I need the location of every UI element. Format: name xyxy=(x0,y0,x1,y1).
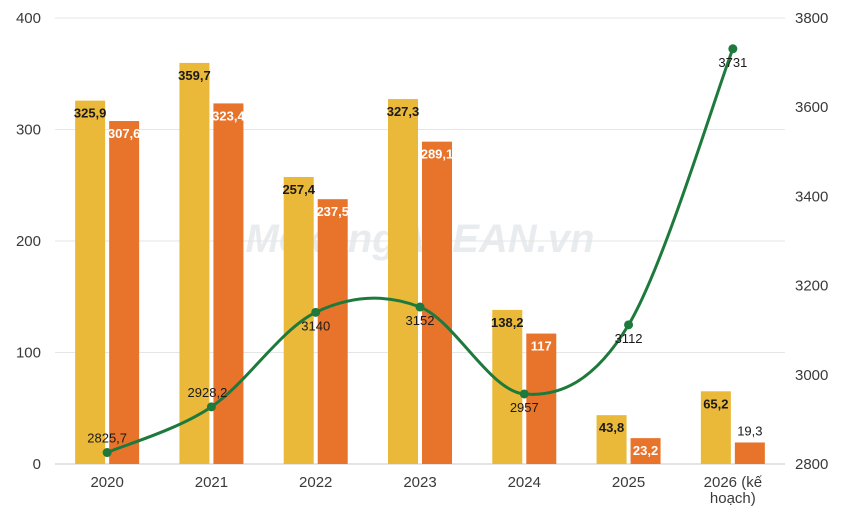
bar xyxy=(109,121,140,464)
bar-value-label: 327,3 xyxy=(387,104,420,119)
bar-value-label: 117 xyxy=(531,339,552,354)
y-left-tick-label: 300 xyxy=(16,122,41,139)
y-left-tick-label: 0 xyxy=(33,456,41,473)
bar-value-label: 257,4 xyxy=(282,182,315,197)
bar xyxy=(283,176,314,464)
line-point xyxy=(519,389,529,399)
line-series xyxy=(102,44,738,458)
line-point xyxy=(311,307,321,317)
line-value-label: 3140 xyxy=(301,318,330,333)
y-right-tick-label: 3600 xyxy=(795,99,828,116)
line-point xyxy=(624,320,634,330)
line-point xyxy=(728,44,738,54)
x-tick-label: hoạch) xyxy=(710,490,756,507)
x-tick-label: 2024 xyxy=(508,474,541,491)
x-tick-label: 2023 xyxy=(403,474,436,491)
bar-value-label: 359,7 xyxy=(178,68,211,83)
bar-value-label: 43,8 xyxy=(599,420,624,435)
bar-value-label: 65,2 xyxy=(703,396,728,411)
bars xyxy=(75,62,765,465)
line-value-label: 2825,7 xyxy=(87,431,127,446)
bar xyxy=(596,415,627,464)
bar xyxy=(526,333,557,464)
line-value-label: 3152 xyxy=(406,313,435,328)
y-right-tick-label: 3400 xyxy=(795,188,828,205)
axes: 0 100 200 300 400 2800 3000 3200 3400 3600 3800 202… xyxy=(16,10,828,507)
line-point xyxy=(415,302,425,312)
line-value-label: 3731 xyxy=(718,55,747,70)
grid-lines xyxy=(55,17,785,465)
data-labels: 325,9 359,7 257,4 327,3 138,2 43,8 65,2 307,6 32… xyxy=(74,55,763,458)
bar xyxy=(734,442,765,464)
bar-value-label: 19,3 xyxy=(737,423,762,438)
bar-value-label: 323,4 xyxy=(212,108,245,123)
line-value-label: 2928,2 xyxy=(188,385,228,400)
bar-value-label: 289,1 xyxy=(421,147,454,162)
x-tick-label: 2020 xyxy=(90,474,123,491)
bar-value-label: 138,2 xyxy=(491,315,524,330)
x-tick-label: 2026 (kế xyxy=(704,474,763,491)
y-left-tick-label: 400 xyxy=(16,10,41,27)
line-value-label: 3112 xyxy=(615,331,643,346)
x-tick-label: 2025 xyxy=(612,474,645,491)
bar xyxy=(700,391,731,464)
line-value-label: 2957 xyxy=(510,400,539,415)
line-path xyxy=(106,48,735,454)
bar xyxy=(388,99,418,465)
line-point xyxy=(102,448,112,458)
x-tick-label: 2022 xyxy=(299,474,332,491)
bar xyxy=(213,103,244,464)
y-right-tick-label: 3800 xyxy=(795,10,828,27)
bar-value-label: 23,2 xyxy=(633,443,658,458)
y-right-tick-label: 3200 xyxy=(795,278,828,295)
y-left-tick-label: 200 xyxy=(16,233,41,250)
bar xyxy=(317,199,348,464)
line-point xyxy=(206,402,216,412)
bar-value-label: 237,5 xyxy=(316,204,349,219)
bar-value-label: 307,6 xyxy=(108,126,141,141)
bar xyxy=(179,62,210,464)
y-left-tick-label: 100 xyxy=(16,345,41,362)
bar xyxy=(75,100,106,465)
y-right-tick-label: 2800 xyxy=(795,456,828,473)
bar-value-label: 325,9 xyxy=(74,106,107,121)
y-right-tick-label: 3000 xyxy=(795,367,828,384)
bar xyxy=(422,141,452,464)
x-tick-label: 2021 xyxy=(195,474,228,491)
bar xyxy=(630,438,661,464)
